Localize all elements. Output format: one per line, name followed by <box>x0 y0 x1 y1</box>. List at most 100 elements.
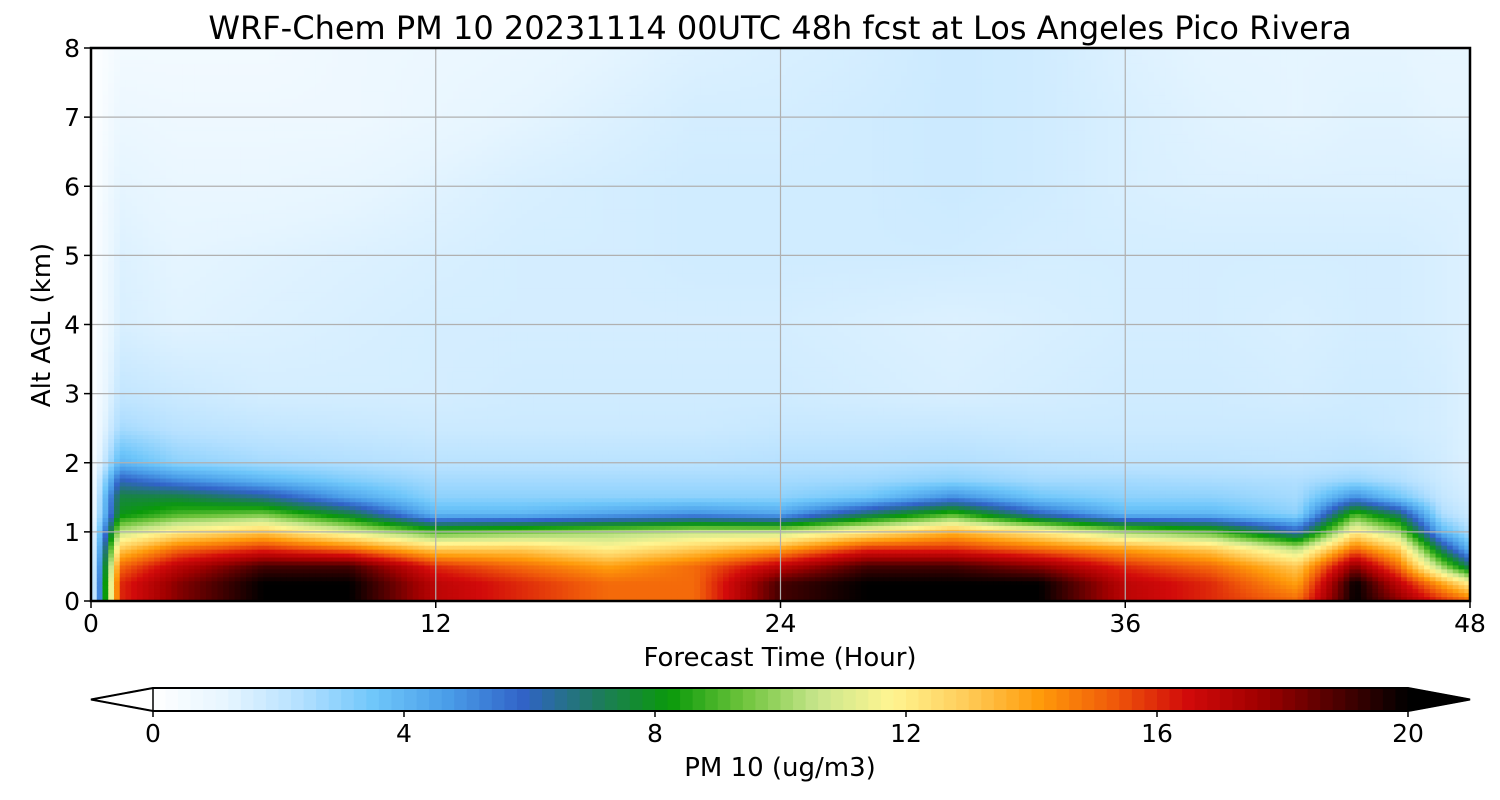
heatmap-cell <box>1211 67 1218 73</box>
heatmap-cell <box>958 63 965 69</box>
heatmap-cell <box>211 63 219 69</box>
heatmap-cell <box>1171 127 1178 132</box>
heatmap-cell <box>705 87 713 93</box>
heatmap-cell <box>1349 111 1356 116</box>
heatmap-cell <box>757 107 764 112</box>
heatmap-cell <box>1280 51 1287 57</box>
heatmap-cell <box>1033 75 1040 81</box>
heatmap-cell <box>1079 95 1086 100</box>
heatmap-cell <box>952 67 960 73</box>
heatmap-cell <box>1366 59 1373 65</box>
heatmap-cell <box>895 55 902 61</box>
heatmap-cell <box>1039 127 1046 132</box>
heatmap-cell <box>912 91 919 96</box>
heatmap-cell <box>234 48 241 53</box>
heatmap-cell <box>504 99 512 104</box>
heatmap-cell <box>108 103 115 108</box>
heatmap-cell <box>533 107 540 112</box>
heatmap-cell <box>142 59 150 65</box>
heatmap-cell <box>1309 71 1316 77</box>
heatmap-cell <box>269 91 276 96</box>
heatmap-cell <box>297 119 305 124</box>
heatmap-cell <box>1251 95 1259 100</box>
heatmap-cell <box>935 91 942 96</box>
heatmap-cell <box>883 91 891 96</box>
heatmap-cell <box>200 87 207 93</box>
heatmap-cell <box>1337 71 1345 77</box>
heatmap-cell <box>1349 91 1356 96</box>
heatmap-cell <box>1010 63 1017 69</box>
heatmap-cell <box>1435 63 1442 69</box>
heatmap-cell <box>1412 91 1419 96</box>
heatmap-cell <box>407 79 414 85</box>
heatmap-cell <box>1343 123 1350 128</box>
heatmap-cell <box>694 99 701 104</box>
heatmap-cell <box>682 83 690 89</box>
heatmap-cell <box>562 71 569 77</box>
heatmap-cell <box>751 111 759 116</box>
heatmap-cell <box>303 87 310 93</box>
heatmap-cell <box>562 79 569 85</box>
heatmap-cell <box>401 83 408 89</box>
heatmap-cell <box>918 67 925 73</box>
heatmap-cell <box>487 119 494 124</box>
heatmap-cell <box>1452 91 1460 96</box>
heatmap-cell <box>1395 51 1402 57</box>
heatmap-cell <box>1268 95 1276 100</box>
heatmap-cell <box>286 111 293 116</box>
heatmap-cell <box>832 103 839 108</box>
heatmap-cell <box>366 59 374 65</box>
heatmap-cell <box>292 119 299 124</box>
heatmap-cell <box>1027 111 1034 116</box>
heatmap-cell <box>906 111 914 116</box>
heatmap-cell <box>355 55 362 61</box>
heatmap-cell <box>665 99 672 104</box>
heatmap-cell <box>929 51 937 57</box>
heatmap-cell <box>1222 48 1230 53</box>
heatmap-cell <box>96 75 104 81</box>
heatmap-cell <box>602 111 609 116</box>
heatmap-cell <box>464 91 471 96</box>
heatmap-cell <box>1119 71 1126 77</box>
heatmap-cell <box>998 79 1006 85</box>
heatmap-cell <box>1280 71 1287 77</box>
heatmap-cell <box>786 103 793 108</box>
heatmap-cell <box>1188 83 1195 89</box>
heatmap-cell <box>274 99 282 104</box>
heatmap-cell <box>619 111 626 116</box>
heatmap-cell <box>843 119 851 124</box>
heatmap-cell <box>211 107 219 112</box>
heatmap-cell <box>188 103 196 108</box>
heatmap-cell <box>326 119 333 124</box>
heatmap-cell <box>981 48 988 53</box>
heatmap-cell <box>550 75 558 81</box>
heatmap-cell <box>228 63 236 69</box>
heatmap-cell <box>257 119 264 124</box>
heatmap-cell <box>1125 103 1132 108</box>
heatmap-cell <box>1171 67 1178 73</box>
heatmap-cell <box>412 111 420 116</box>
heatmap-cell <box>872 55 879 61</box>
heatmap-cell <box>1171 51 1178 57</box>
heatmap-cell <box>1395 55 1402 61</box>
heatmap-cell <box>481 99 489 104</box>
heatmap-cell <box>487 91 494 96</box>
heatmap-cell <box>366 111 374 116</box>
heatmap-cell <box>717 87 724 93</box>
heatmap-cell <box>292 63 299 69</box>
heatmap-cell <box>1044 71 1052 77</box>
heatmap-cell <box>1389 99 1396 104</box>
heatmap-cell <box>998 127 1006 132</box>
heatmap-cell <box>1366 119 1373 124</box>
heatmap-cell <box>774 79 782 85</box>
heatmap-cell <box>1355 59 1362 65</box>
heatmap-cell <box>1343 111 1350 116</box>
heatmap-cell <box>993 87 1000 93</box>
heatmap-cell <box>1188 99 1195 104</box>
heatmap-cell <box>211 91 219 96</box>
heatmap-cell <box>280 91 287 96</box>
heatmap-cell <box>809 79 816 85</box>
heatmap-cell <box>470 79 477 85</box>
heatmap-cell <box>274 83 282 89</box>
heatmap-cell <box>579 79 586 85</box>
